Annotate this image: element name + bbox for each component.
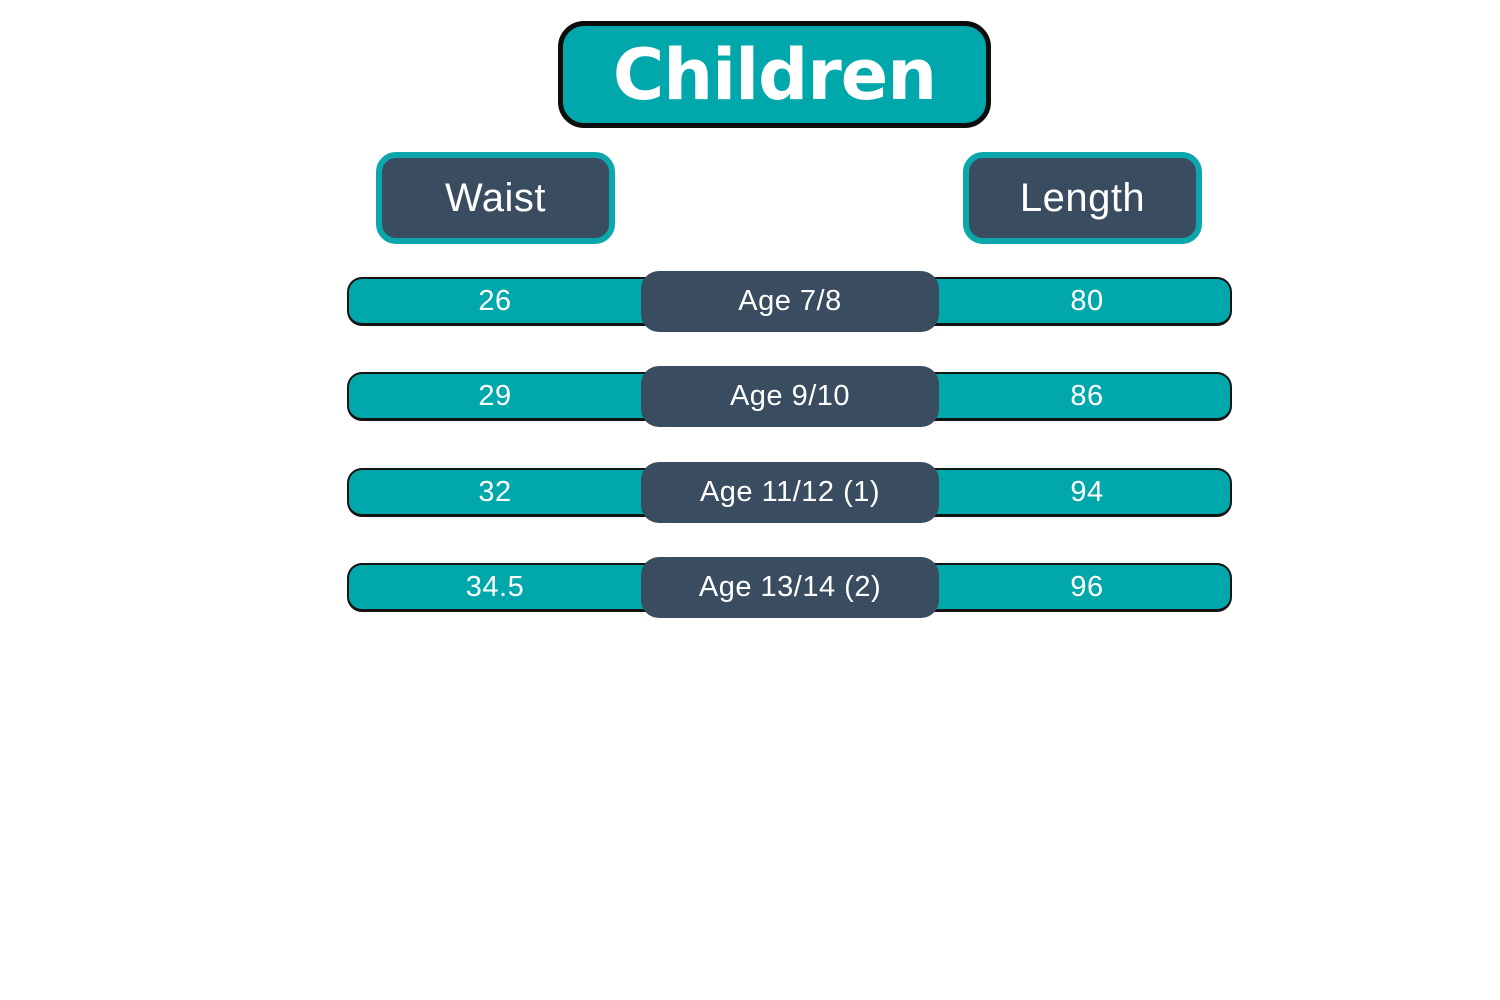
table-row: 32 94 Age 11/12 (1) — [347, 462, 1232, 523]
chart-title: Children — [558, 21, 991, 128]
waist-value: 32 — [478, 475, 512, 508]
length-value: 94 — [1070, 475, 1104, 508]
age-label: Age 13/14 (2) — [641, 557, 939, 618]
age-label: Age 11/12 (1) — [641, 462, 939, 523]
age-label: Age 9/10 — [641, 366, 939, 427]
column-header-length: Length — [963, 152, 1202, 244]
length-value: 96 — [1070, 570, 1104, 603]
table-row: 29 86 Age 9/10 — [347, 366, 1232, 427]
waist-value: 34.5 — [465, 570, 525, 603]
age-label: Age 7/8 — [641, 271, 939, 332]
waist-value: 26 — [478, 284, 512, 317]
column-header-waist: Waist — [376, 152, 615, 244]
length-value: 86 — [1070, 379, 1104, 412]
table-row: 26 80 Age 7/8 — [347, 271, 1232, 332]
length-value: 80 — [1070, 284, 1104, 317]
table-row: 34.5 96 Age 13/14 (2) — [347, 557, 1232, 618]
waist-value: 29 — [478, 379, 512, 412]
